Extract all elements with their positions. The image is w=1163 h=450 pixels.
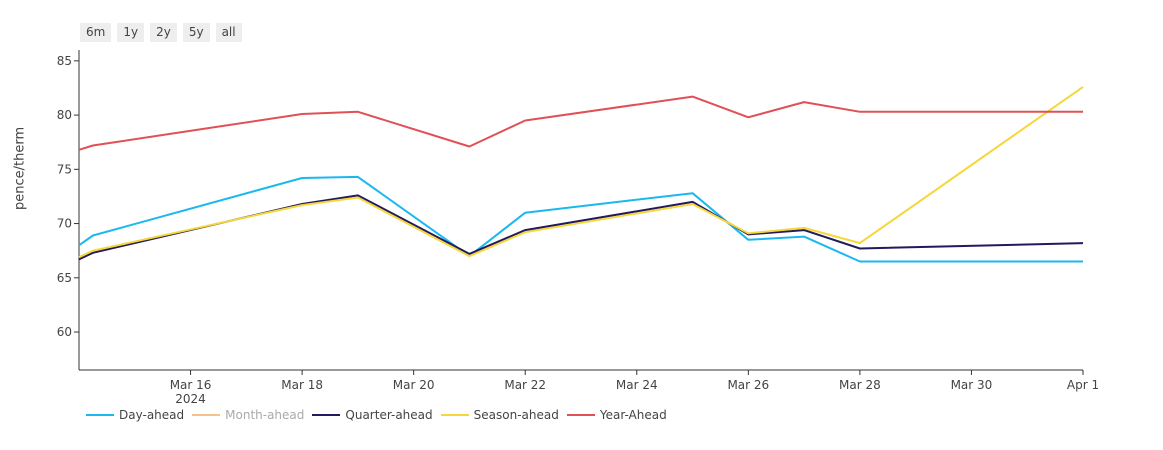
legend-label: Quarter-ahead [345, 408, 433, 422]
x-tick-label: Mar 16 [170, 378, 212, 392]
legend-label: Season-ahead [473, 408, 559, 422]
x-tick-label: Mar 24 [616, 378, 658, 392]
y-tick-label: 80 [57, 108, 72, 122]
y-tick-label: 75 [57, 162, 72, 176]
legend-swatch [312, 414, 341, 416]
legend-item-day-ahead[interactable]: Day-ahead [86, 408, 184, 422]
x-tick-label: Mar 26 [727, 378, 769, 392]
x-tick-sublabel: 2024 [175, 392, 206, 406]
legend-swatch [86, 414, 114, 416]
legend-swatch [192, 414, 221, 416]
range-button-2y[interactable]: 2y [150, 23, 177, 42]
legend-swatch [440, 414, 469, 416]
chart-legend: Day-ahead Month-ahead Quarter-ahead Season-… [86, 408, 667, 422]
legend-item-month-ahead[interactable]: Month-ahead [192, 408, 304, 422]
x-tick-label: Mar 18 [281, 378, 323, 392]
legend-item-quarter-ahead[interactable]: Quarter-ahead [312, 408, 433, 422]
x-tick-label: Mar 20 [393, 378, 435, 392]
x-tick-label: Apr 1 [1067, 378, 1099, 392]
range-selector: 6m 1y 2y 5y all [80, 23, 242, 42]
legend-item-year-ahead[interactable]: Year-Ahead [566, 408, 667, 422]
series-line-day-ahead [78, 175, 1083, 263]
range-button-6m[interactable]: 6m [80, 23, 112, 42]
legend-label: Day-ahead [119, 408, 185, 422]
legend-label: Month-ahead [225, 408, 305, 422]
range-button-all[interactable]: all [215, 23, 242, 42]
y-tick-label: 65 [57, 271, 72, 285]
series-line-quarter-ahead [78, 194, 1084, 261]
range-button-5y[interactable]: 5y [182, 23, 210, 42]
range-button-1y[interactable]: 1y [117, 23, 145, 42]
y-tick-label: 60 [57, 325, 72, 339]
series-line-year-ahead [78, 95, 1083, 151]
x-tick-label: Mar 28 [839, 378, 881, 392]
legend-swatch [566, 414, 595, 416]
y-tick-label: 85 [57, 54, 72, 68]
series-line-season-ahead [78, 86, 1084, 259]
legend-item-season-ahead[interactable]: Season-ahead [440, 408, 559, 422]
y-tick-label: 70 [57, 217, 72, 231]
legend-label: Year-Ahead [599, 408, 667, 422]
x-tick-label: Mar 30 [951, 378, 993, 392]
x-tick-label: Mar 22 [504, 378, 546, 392]
